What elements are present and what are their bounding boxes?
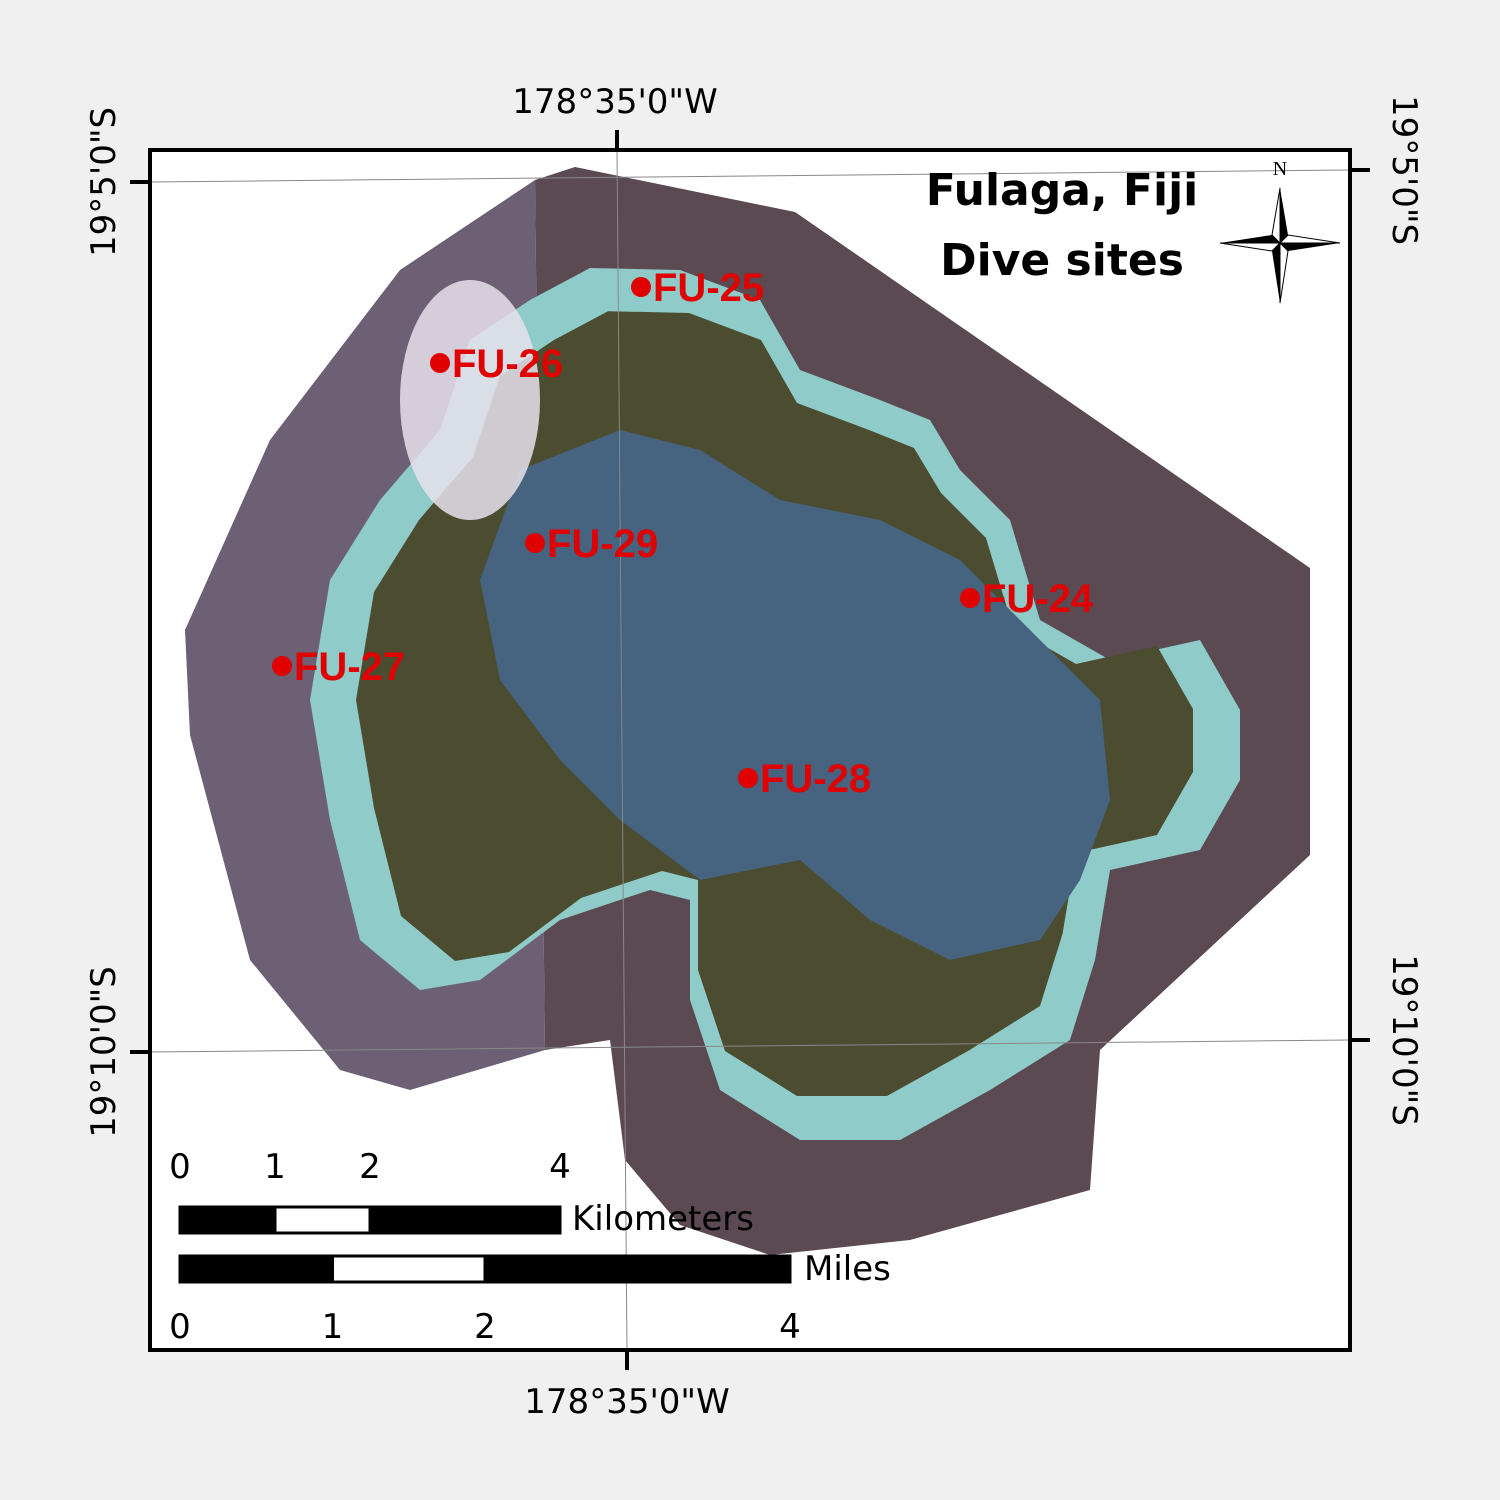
north-label: N [1273, 158, 1287, 180]
scale-segment [331, 1254, 487, 1284]
scale-segment [178, 1254, 334, 1284]
cloud [400, 280, 540, 520]
graticule-label: 178°35'0"W [524, 1382, 729, 1422]
scale-tick-label: 2 [359, 1147, 381, 1187]
scale-tick-label: 2 [474, 1307, 496, 1347]
site-label: FU-29 [547, 522, 658, 566]
graticule [149, 149, 1351, 1351]
graticule-label: 19°5'0"S [84, 107, 124, 257]
site-marker [272, 656, 292, 676]
site-marker [960, 588, 980, 608]
site-marker [430, 353, 450, 373]
site-marker [738, 768, 758, 788]
map-frame [148, 148, 1352, 1352]
graticule-label: 19°10'0"S [1384, 954, 1424, 1126]
site-label: FU-28 [760, 757, 871, 801]
north-arrow: N [1219, 158, 1341, 304]
dive-sites: FU-25 FU-26 FU-29 FU-24 FU-27 FU-28 [272, 266, 1094, 801]
scale-tick-label: 1 [264, 1147, 286, 1187]
scale-tick-label: 0 [169, 1147, 191, 1187]
scale-tick-label: 1 [322, 1307, 344, 1347]
lagoon [480, 430, 1110, 960]
site-label: FU-25 [653, 266, 764, 310]
grid-line [616, 149, 628, 1351]
scale-segment [273, 1205, 372, 1235]
scale-tick-label: 4 [779, 1307, 801, 1347]
site-label: FU-26 [452, 342, 563, 386]
site-label: FU-24 [982, 577, 1094, 621]
map-title: Dive sites [940, 235, 1184, 286]
graticule-ticks [130, 130, 1370, 1370]
graticule-label: 19°5'0"S [1384, 95, 1424, 245]
grid-line [149, 1039, 1351, 1053]
scale-segment [178, 1205, 277, 1235]
scale-unit: Kilometers [572, 1199, 754, 1239]
site-marker [631, 277, 651, 297]
scale-tick-label: 4 [549, 1147, 571, 1187]
site-label: FU-27 [294, 645, 405, 689]
graticule-label: 19°10'0"S [84, 966, 124, 1138]
grid-line [149, 169, 1351, 183]
scale-tick-label: 0 [169, 1307, 191, 1347]
scale-segment [368, 1205, 562, 1235]
scale-segment [483, 1254, 792, 1284]
imagery [185, 167, 1310, 1255]
map-title: Fulaga, Fiji [926, 165, 1199, 216]
scale-unit: Miles [804, 1249, 891, 1289]
graticule-label: 178°35'0"W [512, 82, 717, 122]
site-marker [525, 533, 545, 553]
